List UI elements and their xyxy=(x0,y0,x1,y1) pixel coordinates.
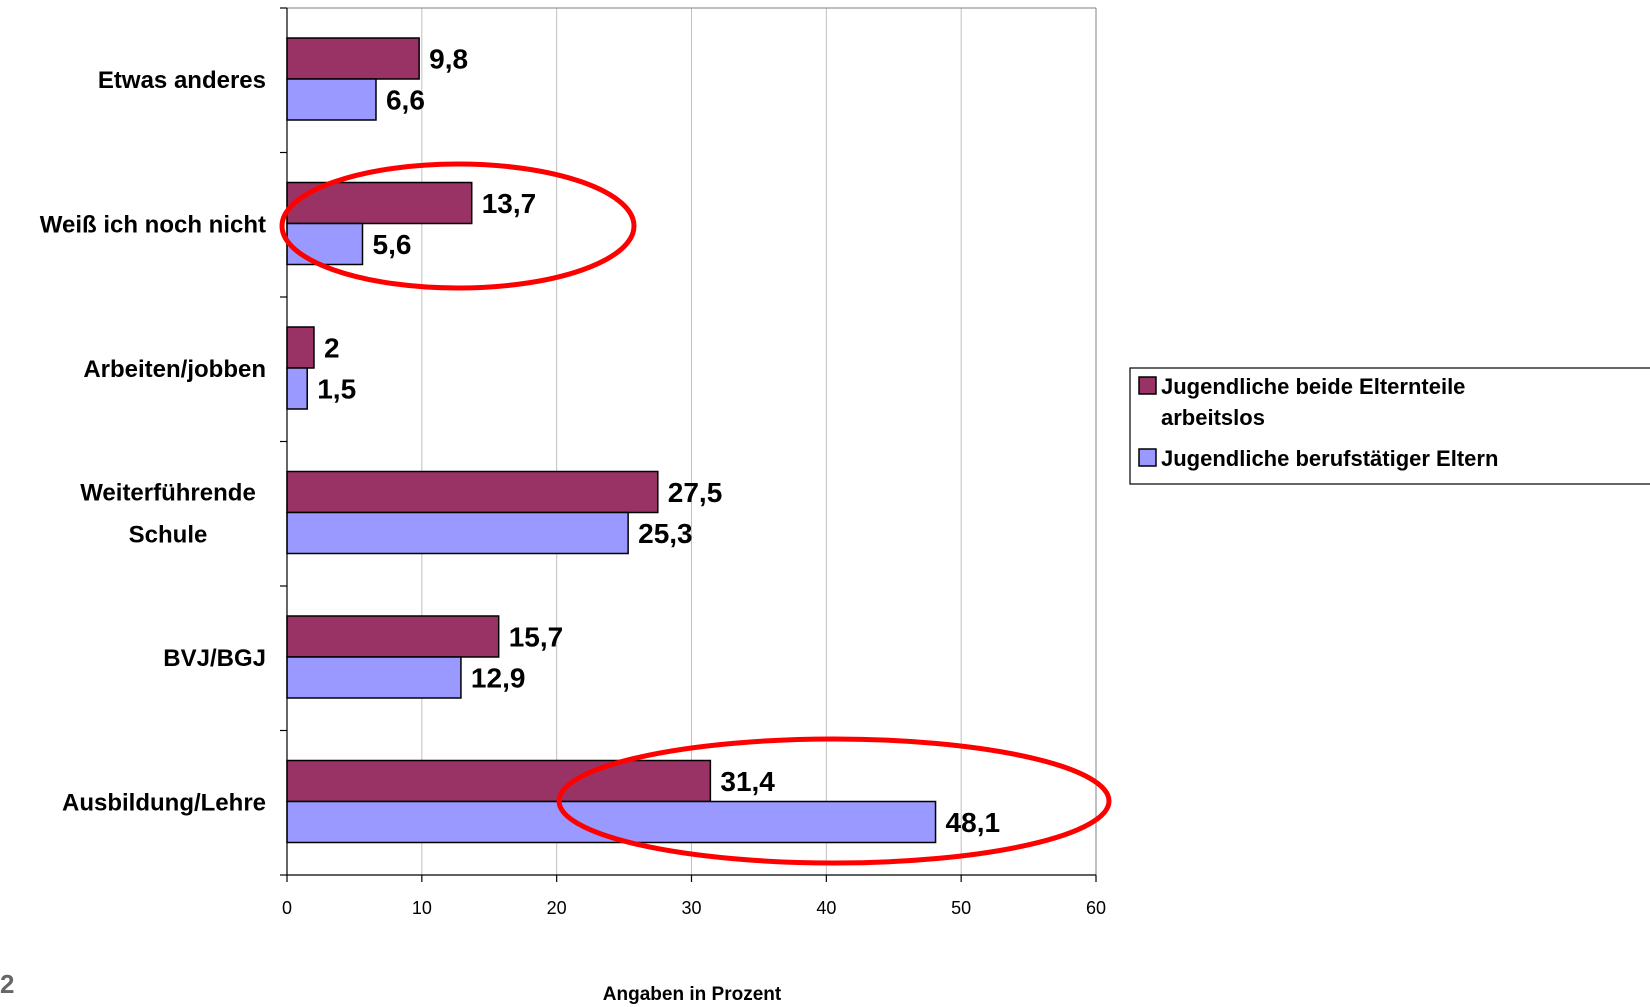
legend-label-series-2: Jugendliche berufstätiger Eltern xyxy=(1161,446,1498,471)
axes: 0 10 20 30 40 50 60 xyxy=(280,7,1106,918)
bar-weiterfuhrende-schule-series-2 xyxy=(286,511,629,555)
highlight-ellipse-weiss-ich-noch-nicht xyxy=(279,161,637,291)
bar-arbeiten-jobben-series-2 xyxy=(286,367,308,410)
labels: 9,86,6 Etwas anderes 13,7 5,6 Weiß ich noch … xyxy=(40,44,1000,839)
page-number: 2 xyxy=(0,969,14,999)
data-label: 1,5 xyxy=(317,374,356,405)
category-label-etwas-anderes: Etwas anderes xyxy=(98,67,266,94)
highlight-ellipse-ausbildung-lehre xyxy=(556,736,1112,866)
highlight-ellipses xyxy=(279,161,1112,866)
data-label: 9,8 xyxy=(429,44,468,75)
x-tick-label: 60 xyxy=(1086,898,1106,918)
x-tick-label: 10 xyxy=(412,898,432,918)
bar-ausbildung-lehre-series-1 xyxy=(286,759,712,803)
data-label: 31,4 xyxy=(720,766,775,797)
data-label: 15,7 xyxy=(509,622,564,653)
legend: Jugendliche beide Elternteile arbeitslos J… xyxy=(1129,367,1650,485)
category-label-weiterfuhrende-schule: Weiterführende Schule xyxy=(80,480,256,549)
bars xyxy=(286,37,937,844)
data-label: 25,3 xyxy=(638,518,693,549)
x-tick-label: 40 xyxy=(816,898,836,918)
x-tick-label: 30 xyxy=(681,898,701,918)
bar-arbeiten-jobben-series-1 xyxy=(286,326,315,369)
category-label-weiss-ich-noch-nicht: Weiß ich noch nicht xyxy=(40,212,266,239)
legend-label-series-1: Jugendliche beide Elternteile arbeitslos xyxy=(1161,374,1465,430)
category-label-arbeiten-jobben: Arbeiten/jobben xyxy=(83,356,266,383)
bar-weiterfuhrende-schule-series-1 xyxy=(286,470,659,514)
x-tick-label: 0 xyxy=(282,898,292,918)
gridlines xyxy=(421,8,1097,875)
bar-bvj-bgj-series-1 xyxy=(286,615,500,658)
bar-weiss-ich-noch-nicht-series-2 xyxy=(286,222,364,266)
category-label-bvj-bgj: BVJ/BGJ xyxy=(163,645,266,672)
bar-etwas-anderes-series-2 xyxy=(286,78,377,121)
data-label: 12,9 xyxy=(471,663,526,694)
x-tick-label: 50 xyxy=(951,898,971,918)
data-label: 5,6 xyxy=(373,229,412,260)
data-label: 13,7 xyxy=(482,188,537,219)
category-label-ausbildung-lehre: Ausbildung/Lehre xyxy=(62,790,266,817)
legend-swatch-series-2 xyxy=(1138,448,1157,467)
x-tick-label: 20 xyxy=(547,898,567,918)
bar-etwas-anderes-series-1 xyxy=(286,37,420,80)
data-label: 2 xyxy=(324,333,340,364)
x-axis-title: Angaben in Prozent xyxy=(603,984,782,1005)
legend-swatch-series-1 xyxy=(1138,376,1157,395)
legend-box xyxy=(1129,367,1650,485)
bar-bvj-bgj-series-2 xyxy=(286,656,462,699)
data-label: 48,1 xyxy=(946,807,1001,838)
data-label: 6,6 xyxy=(386,85,425,116)
data-label: 27,5 xyxy=(668,477,723,508)
